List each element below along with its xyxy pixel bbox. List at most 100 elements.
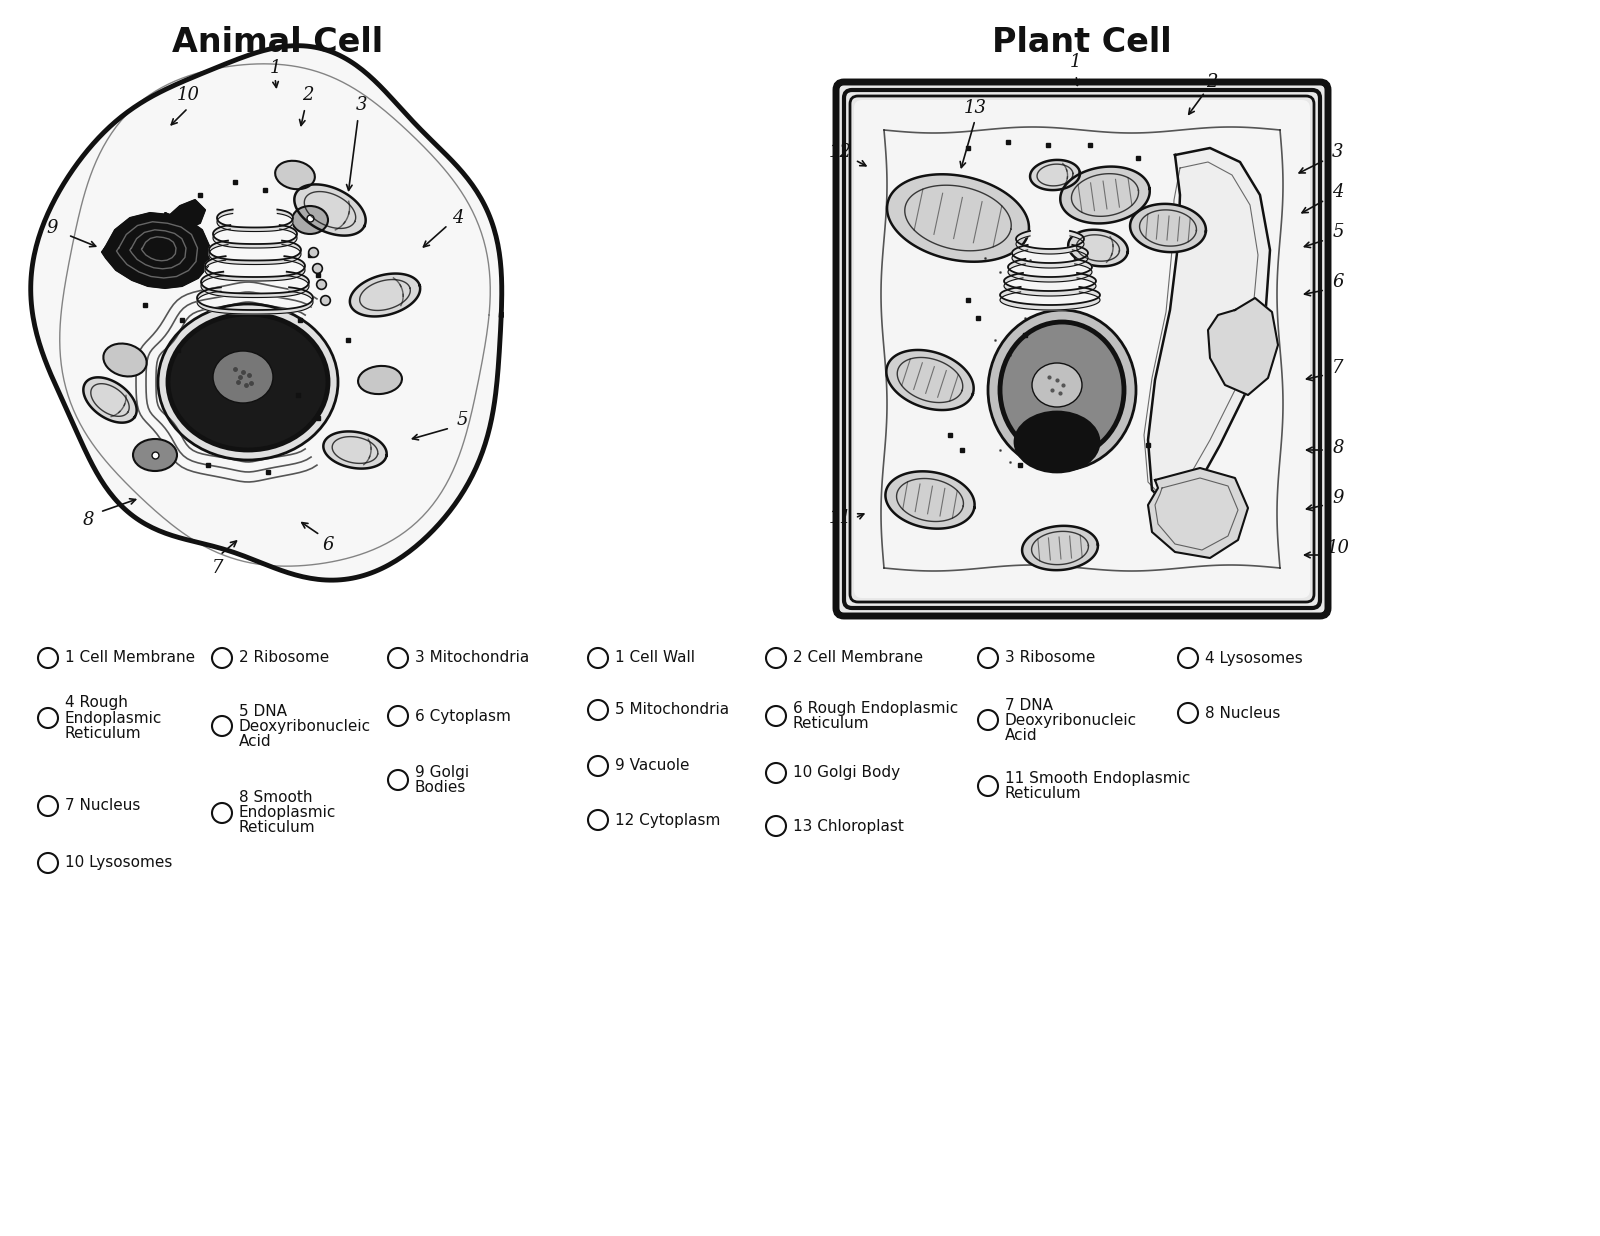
Polygon shape (30, 46, 502, 580)
Ellipse shape (213, 351, 274, 403)
Polygon shape (885, 471, 974, 529)
Text: 10: 10 (176, 87, 200, 104)
Text: 6 Rough Endoplasmic: 6 Rough Endoplasmic (794, 701, 958, 716)
Text: 2 Cell Membrane: 2 Cell Membrane (794, 650, 923, 665)
Text: 1: 1 (269, 59, 280, 77)
Polygon shape (218, 210, 293, 231)
Polygon shape (197, 287, 314, 314)
Text: Acid: Acid (238, 733, 272, 749)
Ellipse shape (1032, 363, 1082, 407)
Text: 1 Cell Membrane: 1 Cell Membrane (66, 650, 195, 665)
Circle shape (766, 816, 786, 836)
Circle shape (38, 853, 58, 873)
Polygon shape (1022, 525, 1098, 570)
Polygon shape (1030, 159, 1080, 190)
Polygon shape (210, 241, 301, 265)
Text: 7: 7 (213, 559, 224, 577)
Circle shape (766, 706, 786, 726)
Polygon shape (886, 174, 1029, 262)
FancyBboxPatch shape (854, 100, 1310, 598)
Polygon shape (205, 256, 306, 281)
Text: Reticulum: Reticulum (1005, 786, 1082, 801)
Polygon shape (213, 225, 298, 248)
Ellipse shape (1014, 412, 1099, 472)
Ellipse shape (158, 304, 338, 460)
Polygon shape (1069, 230, 1128, 266)
Text: 7: 7 (1333, 358, 1344, 377)
Text: 9 Golgi: 9 Golgi (414, 765, 469, 780)
Polygon shape (83, 377, 136, 423)
Circle shape (211, 716, 232, 735)
Text: 10 Golgi Body: 10 Golgi Body (794, 765, 901, 780)
Circle shape (211, 803, 232, 823)
Ellipse shape (989, 310, 1136, 470)
Text: 9 Vacuole: 9 Vacuole (614, 759, 690, 774)
Text: 13: 13 (963, 99, 987, 117)
Polygon shape (294, 184, 366, 236)
Text: Deoxyribonucleic: Deoxyribonucleic (238, 718, 371, 733)
Ellipse shape (133, 439, 178, 471)
Text: Animal Cell: Animal Cell (173, 26, 384, 58)
Circle shape (978, 776, 998, 796)
Polygon shape (1149, 148, 1270, 510)
Text: 5 Mitochondria: 5 Mitochondria (614, 702, 730, 718)
Text: 6: 6 (322, 536, 334, 554)
Circle shape (978, 648, 998, 667)
Circle shape (387, 648, 408, 667)
Polygon shape (350, 273, 421, 316)
Text: 6: 6 (1333, 273, 1344, 290)
Circle shape (38, 708, 58, 728)
Polygon shape (1149, 468, 1248, 557)
Text: 4: 4 (1333, 183, 1344, 201)
Text: 7 Nucleus: 7 Nucleus (66, 798, 141, 813)
Text: 3: 3 (1333, 143, 1344, 161)
Text: 9: 9 (46, 219, 58, 237)
Polygon shape (102, 213, 210, 288)
Polygon shape (323, 431, 387, 468)
Circle shape (978, 709, 998, 730)
Text: 8 Smooth: 8 Smooth (238, 791, 312, 806)
Circle shape (1178, 703, 1198, 723)
Text: Plant Cell: Plant Cell (992, 26, 1171, 58)
Text: 5 DNA: 5 DNA (238, 703, 286, 718)
Text: 1 Cell Wall: 1 Cell Wall (614, 650, 694, 665)
Circle shape (589, 756, 608, 776)
Text: 10 Lysosomes: 10 Lysosomes (66, 855, 173, 870)
Text: 1: 1 (1069, 53, 1080, 70)
Text: Reticulum: Reticulum (238, 821, 315, 836)
Ellipse shape (291, 206, 328, 234)
Ellipse shape (168, 314, 328, 450)
Text: Endoplasmic: Endoplasmic (66, 711, 162, 726)
Text: 2: 2 (302, 87, 314, 104)
Circle shape (589, 700, 608, 721)
Polygon shape (1005, 273, 1096, 295)
Polygon shape (1208, 298, 1278, 396)
Polygon shape (1013, 245, 1088, 268)
Circle shape (38, 648, 58, 667)
Circle shape (387, 706, 408, 726)
Text: 5: 5 (1333, 222, 1344, 241)
Text: 4: 4 (453, 209, 464, 227)
Text: 12 Cytoplasm: 12 Cytoplasm (614, 812, 720, 827)
Circle shape (589, 648, 608, 667)
Ellipse shape (275, 161, 315, 189)
Text: 11 Smooth Endoplasmic: 11 Smooth Endoplasmic (1005, 771, 1190, 786)
Circle shape (766, 648, 786, 667)
Text: 11: 11 (829, 509, 851, 527)
Text: Endoplasmic: Endoplasmic (238, 806, 336, 821)
Text: 3 Mitochondria: 3 Mitochondria (414, 650, 530, 665)
Ellipse shape (104, 344, 147, 377)
Ellipse shape (1000, 323, 1123, 459)
Text: Reticulum: Reticulum (66, 726, 142, 740)
Text: 4 Rough: 4 Rough (66, 696, 128, 711)
Polygon shape (1008, 258, 1091, 282)
Circle shape (38, 796, 58, 816)
Text: 8 Nucleus: 8 Nucleus (1205, 706, 1280, 721)
Polygon shape (165, 200, 205, 227)
Text: 2: 2 (1206, 73, 1218, 91)
Text: 2 Ribosome: 2 Ribosome (238, 650, 330, 665)
FancyBboxPatch shape (835, 82, 1328, 616)
Polygon shape (886, 350, 974, 410)
Circle shape (1178, 648, 1198, 667)
Polygon shape (1061, 167, 1150, 224)
